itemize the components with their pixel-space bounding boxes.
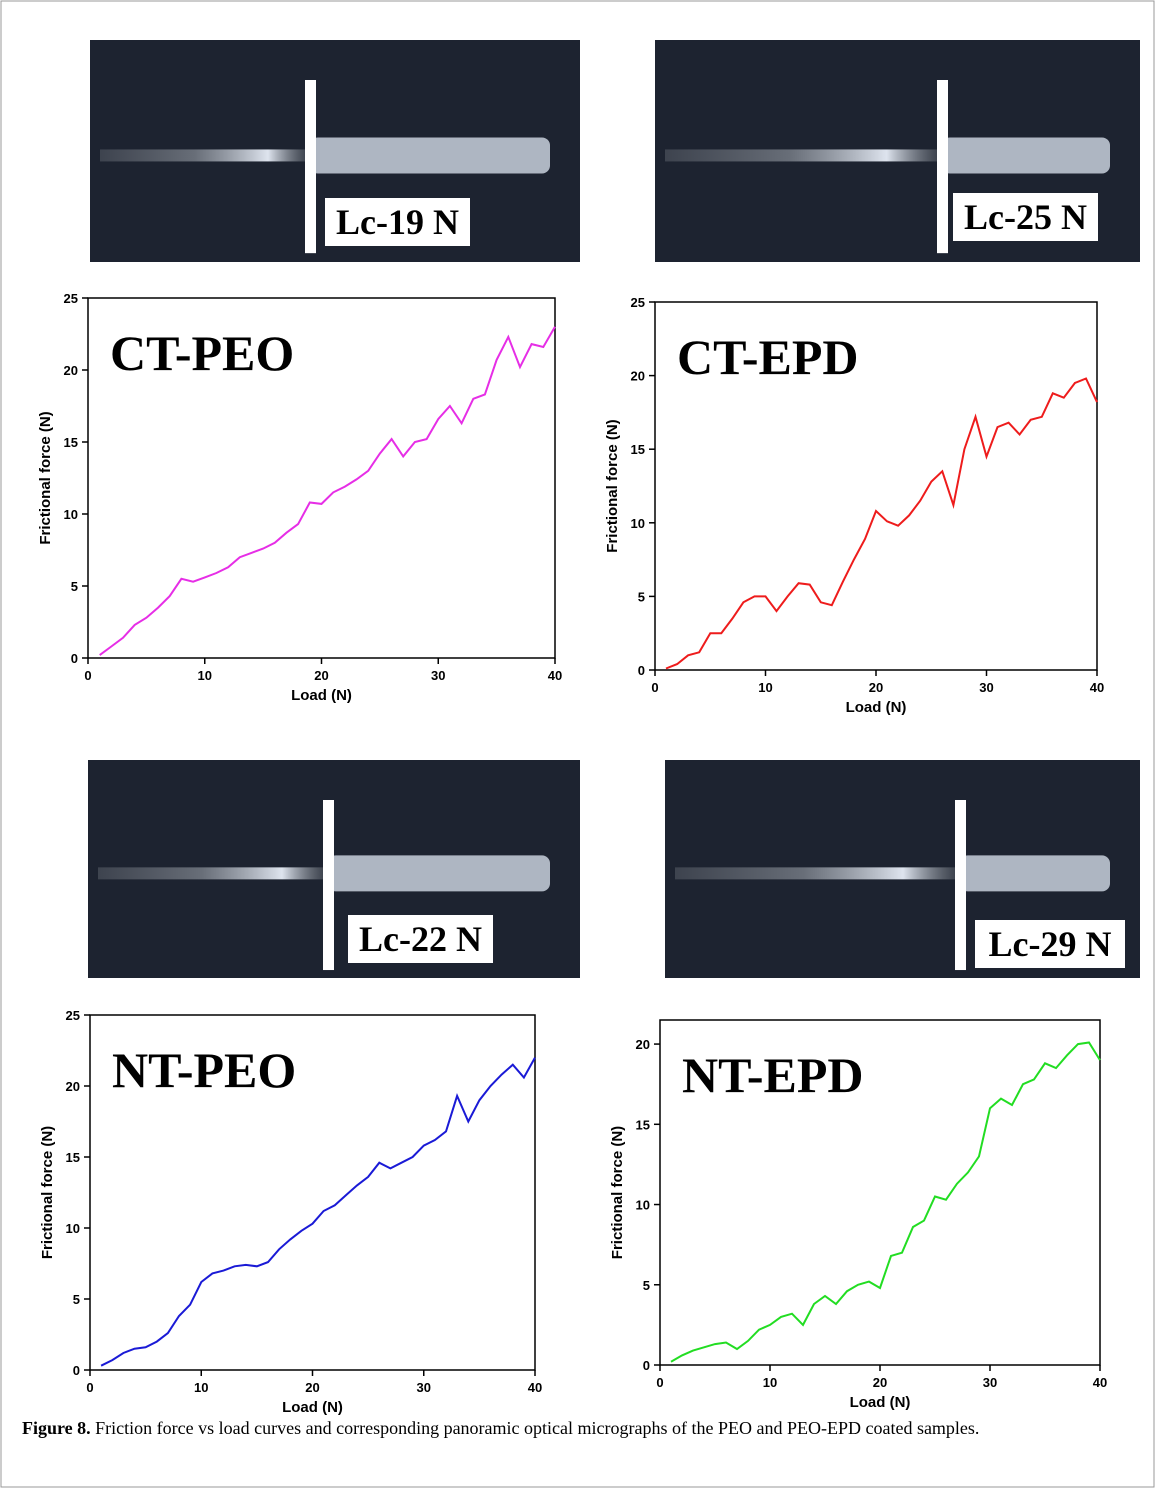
scratch-track xyxy=(665,149,942,161)
x-axis-label: Load (N) xyxy=(850,1394,911,1411)
critical-load-marker xyxy=(305,80,316,253)
y-tick-label: 10 xyxy=(636,1198,650,1213)
x-tick-label: 40 xyxy=(1093,1375,1107,1390)
y-tick-label: 15 xyxy=(631,442,645,457)
chart-title: CT-EPD xyxy=(677,329,859,385)
y-tick-label: 25 xyxy=(631,295,645,310)
critical-load-label: Lc-25 N xyxy=(964,197,1087,237)
x-tick-label: 40 xyxy=(1090,680,1104,695)
x-tick-label: 20 xyxy=(314,668,328,683)
x-tick-label: 40 xyxy=(528,1380,542,1395)
x-tick-label: 30 xyxy=(983,1375,997,1390)
y-tick-label: 25 xyxy=(66,1008,80,1023)
x-tick-label: 20 xyxy=(869,680,883,695)
y-axis-label: Frictional force (N) xyxy=(37,411,54,544)
y-tick-label: 10 xyxy=(64,507,78,522)
scratch-track xyxy=(675,867,960,879)
y-axis-label: Frictional force (N) xyxy=(604,419,621,552)
chart-title: NT-PEO xyxy=(112,1042,296,1098)
y-axis-label: Frictional force (N) xyxy=(609,1126,626,1259)
caption-text: Friction force vs load curves and corres… xyxy=(95,1418,979,1438)
y-tick-label: 0 xyxy=(643,1358,650,1373)
y-tick-label: 25 xyxy=(64,291,78,306)
x-tick-label: 0 xyxy=(651,680,658,695)
x-tick-label: 0 xyxy=(656,1375,663,1390)
y-tick-label: 20 xyxy=(66,1079,80,1094)
y-tick-label: 20 xyxy=(631,369,645,384)
x-tick-label: 20 xyxy=(873,1375,887,1390)
x-tick-label: 10 xyxy=(198,668,212,683)
x-tick-label: 20 xyxy=(305,1380,319,1395)
x-tick-label: 30 xyxy=(431,668,445,683)
y-tick-label: 20 xyxy=(64,363,78,378)
y-tick-label: 15 xyxy=(66,1150,80,1165)
x-tick-label: 0 xyxy=(84,668,91,683)
y-tick-label: 5 xyxy=(638,589,645,604)
x-tick-label: 0 xyxy=(86,1380,93,1395)
x-axis-label: Load (N) xyxy=(846,699,907,716)
critical-load-label: Lc-29 N xyxy=(989,924,1112,964)
scratch-track xyxy=(328,855,550,891)
x-tick-label: 40 xyxy=(548,668,562,683)
figure-page: Figure 8. Friction force vs load curves … xyxy=(0,0,1155,1488)
scratch-track xyxy=(942,137,1110,173)
y-tick-label: 10 xyxy=(66,1221,80,1236)
critical-load-marker xyxy=(955,800,966,970)
critical-load-marker xyxy=(937,80,948,253)
y-tick-label: 5 xyxy=(71,579,78,594)
critical-load-label: Lc-19 N xyxy=(336,202,459,242)
chart-title: NT-EPD xyxy=(682,1047,864,1103)
critical-load-marker xyxy=(323,800,334,970)
y-tick-label: 0 xyxy=(638,663,645,678)
y-axis-label: Frictional force (N) xyxy=(39,1126,56,1259)
x-tick-label: 10 xyxy=(194,1380,208,1395)
scratch-track xyxy=(310,137,550,173)
y-tick-label: 15 xyxy=(64,435,78,450)
y-tick-label: 20 xyxy=(636,1037,650,1052)
y-tick-label: 5 xyxy=(73,1292,80,1307)
critical-load-label: Lc-22 N xyxy=(359,919,482,959)
y-tick-label: 0 xyxy=(73,1363,80,1378)
caption-label: Figure 8. xyxy=(22,1418,91,1438)
x-tick-label: 10 xyxy=(758,680,772,695)
y-tick-label: 5 xyxy=(643,1278,650,1293)
chart-title: CT-PEO xyxy=(110,325,294,381)
x-tick-label: 10 xyxy=(763,1375,777,1390)
x-axis-label: Load (N) xyxy=(282,1399,343,1416)
y-tick-label: 0 xyxy=(71,651,78,666)
y-tick-label: 10 xyxy=(631,516,645,531)
scratch-track xyxy=(98,867,328,879)
x-tick-label: 30 xyxy=(979,680,993,695)
scratch-track xyxy=(100,149,310,161)
y-tick-label: 15 xyxy=(636,1117,650,1132)
x-axis-label: Load (N) xyxy=(291,687,352,704)
scratch-track xyxy=(960,855,1110,891)
x-tick-label: 30 xyxy=(417,1380,431,1395)
caption: Figure 8. Friction force vs load curves … xyxy=(22,1418,979,1438)
